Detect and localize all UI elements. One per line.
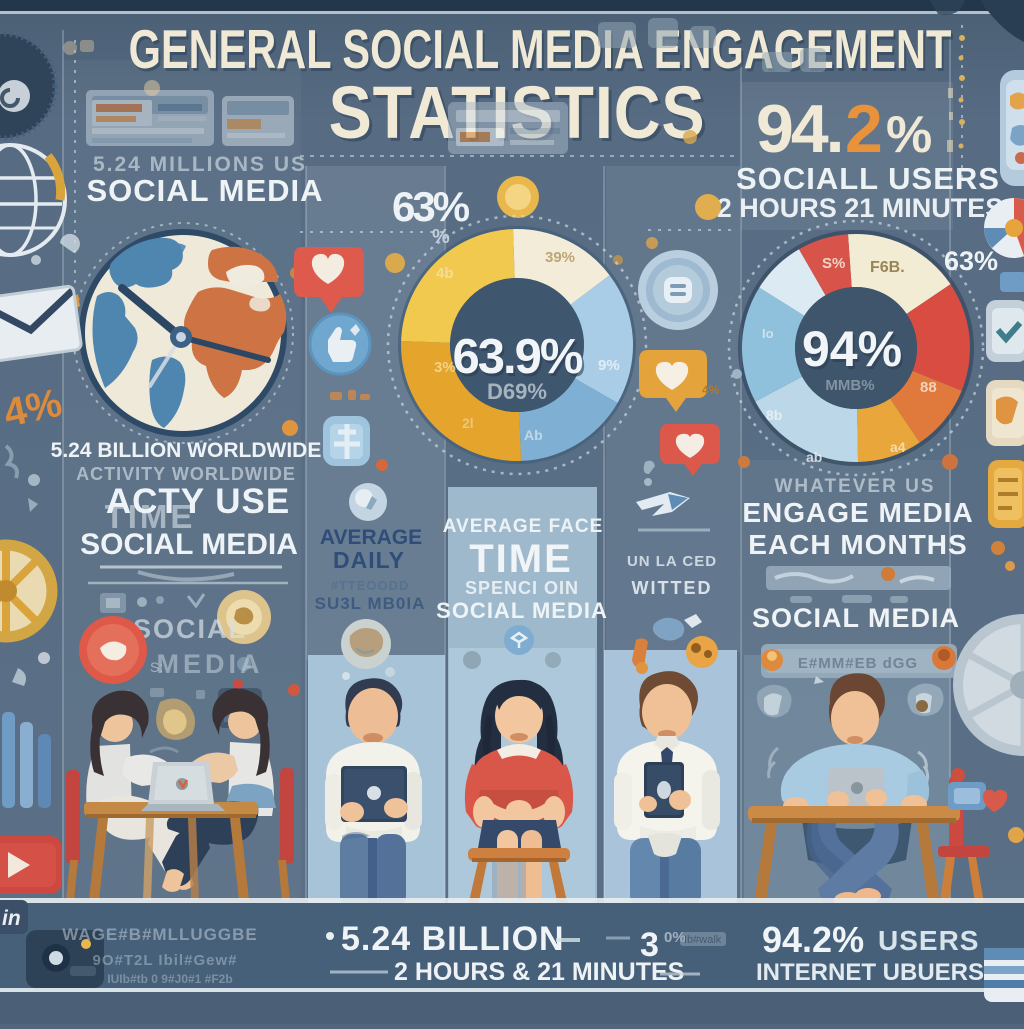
svg-text:63.9%: 63.9% (455, 333, 585, 387)
svg-text:ENGAGE MEDIA: ENGAGE MEDIA (742, 497, 973, 528)
svg-text:Ab: Ab (524, 427, 543, 443)
svg-text:94%: 94% (804, 324, 904, 380)
svg-text:a4: a4 (890, 439, 906, 455)
svg-text:63%: 63% (392, 183, 470, 230)
svg-text:5.24 BILLION: 5.24 BILLION (341, 920, 565, 958)
svg-text:SOCIAL MEDIA: SOCIAL MEDIA (436, 598, 608, 623)
svg-text:UN LA CED: UN LA CED (627, 553, 717, 570)
svg-text:SOCIAL MEDIA: SOCIAL MEDIA (80, 528, 298, 561)
svg-text:5.24 MILLIONS US: 5.24 MILLIONS US (93, 153, 307, 176)
svg-text:D69%: D69% (487, 379, 547, 404)
svg-text:3: 3 (640, 926, 659, 964)
svg-text:WHATEVER US: WHATEVER US (775, 476, 936, 497)
svg-text:SOCIAL: SOCIAL (133, 614, 247, 644)
svg-text:63.9%: 63.9% (453, 330, 583, 384)
svg-text:2: 2 (845, 91, 883, 167)
svg-text:39%: 39% (545, 249, 575, 266)
svg-text:Io: Io (762, 326, 774, 341)
svg-text:9%: 9% (598, 357, 620, 374)
svg-text:F6B.: F6B. (870, 259, 905, 276)
svg-text:2 HOURS & 21 MINUTES: 2 HOURS & 21 MINUTES (394, 958, 684, 986)
svg-text:94%: 94% (802, 321, 902, 377)
svg-text:#TTEOODD: #TTEOODD (331, 578, 410, 593)
svg-text:5.24 BILLION WORLDWIDE: 5.24 BILLION WORLDWIDE (51, 439, 322, 462)
svg-text:4b: 4b (436, 265, 454, 282)
svg-text:%: % (432, 226, 450, 248)
svg-text:EACH MONTHS: EACH MONTHS (748, 529, 967, 560)
svg-text:in: in (2, 907, 21, 930)
svg-text:88: 88 (920, 379, 937, 396)
svg-text:SPENCI OIN: SPENCI OIN (465, 578, 579, 598)
svg-text:94.: 94. (756, 91, 842, 167)
svg-text:94.2%: 94.2% (762, 919, 864, 960)
svg-text:4%: 4% (702, 383, 720, 397)
svg-text:SOCIAL MEDIA: SOCIAL MEDIA (752, 603, 960, 633)
svg-text:AVERAGE FACE: AVERAGE FACE (443, 516, 604, 537)
svg-text:2l: 2l (462, 415, 474, 431)
svg-text:SOCIAL MEDIA: SOCIAL MEDIA (86, 173, 323, 208)
svg-text:SU3L MB0IA: SU3L MB0IA (315, 594, 426, 613)
svg-text:TIME: TIME (105, 498, 196, 535)
svg-text:S:: S: (150, 659, 163, 675)
svg-text:WITTED: WITTED (632, 578, 713, 598)
svg-text:USERS: USERS (878, 925, 979, 956)
svg-text:MEDIA: MEDIA (157, 649, 264, 679)
svg-text:ACTIVITY WORLDWIDE: ACTIVITY WORLDWIDE (76, 464, 296, 484)
svg-text:2 HOURS 21 MINUTES: 2 HOURS 21 MINUTES (717, 193, 1004, 223)
svg-text:TIME: TIME (469, 537, 573, 581)
svg-text:DAILY: DAILY (333, 547, 405, 573)
svg-text:8b: 8b (766, 407, 782, 423)
svg-text:MMB%: MMB% (825, 377, 874, 394)
svg-text:S%: S% (822, 255, 845, 272)
svg-text:9O#T2L Ibil#Gew#: 9O#T2L Ibil#Gew# (93, 952, 238, 969)
svg-text:INTERNET UBUERS: INTERNET UBUERS (756, 959, 984, 986)
svg-text:ab: ab (806, 449, 822, 465)
svg-text:63%: 63% (944, 246, 998, 276)
svg-text:3%: 3% (434, 359, 456, 376)
svg-text:IUIb#tb 0 9#J0#1 #F2b: IUIb#tb 0 9#J0#1 #F2b (107, 972, 232, 986)
svg-text:SOCIALL USERS: SOCIALL USERS (736, 161, 1000, 196)
svg-text:ACTY USE: ACTY USE (106, 482, 290, 521)
svg-text:WAGE#B#MLLUGGBE: WAGE#B#MLLUGGBE (62, 925, 257, 944)
svg-text:E#MM#EB dGG: E#MM#EB dGG (798, 655, 918, 672)
svg-text:AVERAGE: AVERAGE (320, 526, 422, 549)
svg-text:%: % (886, 106, 932, 164)
svg-text:Ib#walk: Ib#walk (684, 934, 722, 946)
